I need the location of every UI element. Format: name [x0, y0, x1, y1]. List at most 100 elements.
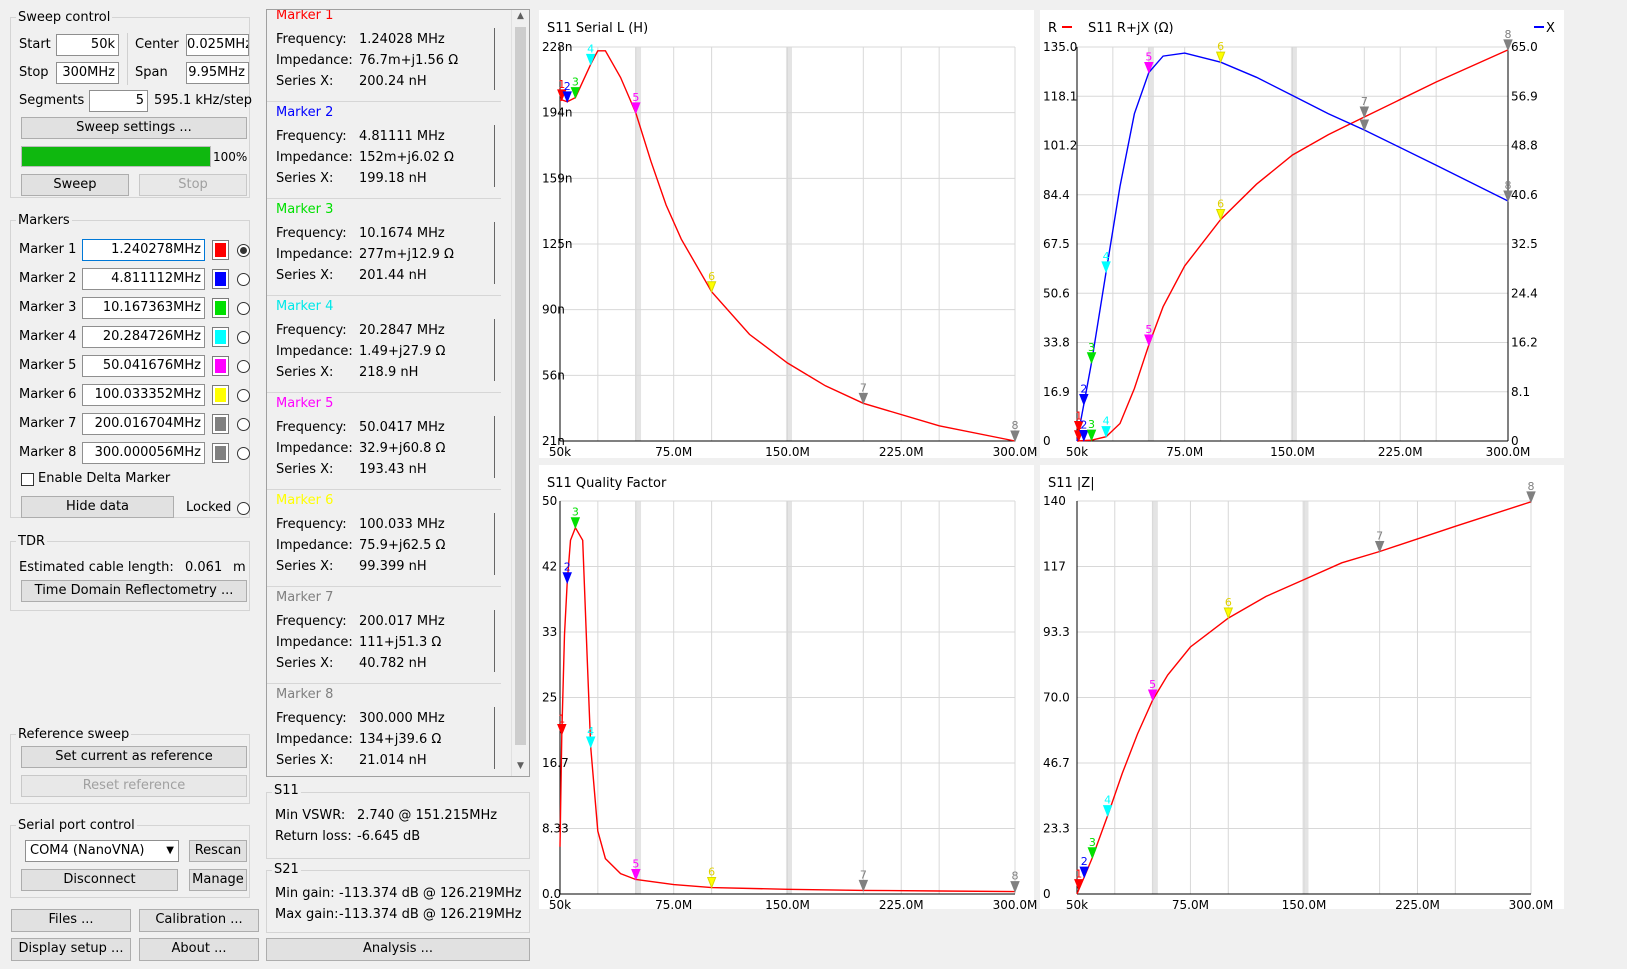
- marker-5-color-button[interactable]: [212, 356, 229, 376]
- chart-2-background: [1040, 10, 1564, 458]
- marker-details-scroll-area[interactable]: Marker 1 Frequency: 1.24028 MHz Impedance: 7…: [266, 9, 530, 777]
- stop-input[interactable]: 300MHz: [56, 62, 119, 84]
- chart-1-title: S11 Serial L (H): [547, 21, 648, 36]
- scrollbar-thumb[interactable]: [515, 27, 526, 745]
- marker-1-color-button[interactable]: [212, 240, 229, 260]
- min-vswr-value: 2.740 @ 151.215MHz: [357, 808, 498, 823]
- rescan-button[interactable]: Rescan: [189, 840, 247, 862]
- marker-7-frequency-input[interactable]: 200.016704MHz: [82, 413, 205, 435]
- marker-4-triangle: [1101, 426, 1111, 438]
- span-input[interactable]: 9.95MHz: [186, 62, 249, 84]
- stop-button[interactable]: Stop: [139, 174, 247, 196]
- marker-7-color-button[interactable]: [212, 414, 229, 434]
- marker-7-label: 7: [860, 381, 867, 394]
- marker-1-active-radio[interactable]: [237, 244, 250, 257]
- marker-8-color-button[interactable]: [212, 443, 229, 463]
- sweep-button[interactable]: Sweep: [21, 174, 129, 196]
- about-button[interactable]: About ...: [139, 938, 259, 961]
- min-vswr-label: Min VSWR:: [275, 808, 346, 823]
- files-button[interactable]: Files ...: [11, 909, 131, 932]
- disconnect-button[interactable]: Disconnect: [21, 869, 178, 891]
- marker-6-label: 6: [708, 866, 715, 879]
- y-tick-label: 23.3: [1043, 822, 1070, 836]
- x-tick-label: 75.0M: [655, 445, 692, 459]
- locked-radio[interactable]: [237, 502, 250, 515]
- y-tick-label-right: 8.1: [1511, 385, 1530, 399]
- sweep-settings-button[interactable]: Sweep settings ...: [21, 117, 247, 139]
- calibration-button[interactable]: Calibration ...: [139, 909, 259, 932]
- marker-3-series-x-value: 201.44 nH: [359, 268, 427, 283]
- marker-8-frequency-input[interactable]: 300.000056MHz: [82, 442, 205, 464]
- marker-5-active-radio[interactable]: [237, 360, 250, 373]
- marker-3-frequency-input[interactable]: 10.167363MHz: [82, 297, 205, 319]
- marker-5-label: Marker 5: [19, 358, 77, 373]
- manage-button[interactable]: Manage: [189, 869, 247, 891]
- chart-4-title: S11 |Z|: [1048, 476, 1095, 491]
- marker-3-label: 3: [572, 506, 579, 519]
- marker-6-label: 6: [1225, 596, 1232, 609]
- marker-2-active-radio[interactable]: [237, 273, 250, 286]
- marker-8-active-radio[interactable]: [237, 447, 250, 460]
- center-input[interactable]: 0.025MHz: [186, 34, 249, 56]
- y-tick-label-right: 65.0: [1511, 40, 1538, 54]
- marker-5-frequency-label: Frequency:: [276, 420, 347, 435]
- marker-6-frequency-input[interactable]: 100.033352MHz: [82, 384, 205, 406]
- marker-6-series-x-value: 99.399 nH: [359, 559, 427, 574]
- marker-8-triangle: [1503, 190, 1513, 203]
- marker-4-series-x-value: 218.9 nH: [359, 365, 419, 380]
- x-tick-label: 150.0M: [765, 445, 810, 459]
- port-select[interactable]: COM4 (NanoVNA) ▼: [25, 840, 179, 862]
- marker-3-color-button[interactable]: [212, 298, 229, 318]
- segments-input[interactable]: 5: [89, 90, 148, 112]
- chart-3-title: S11 Quality Factor: [547, 476, 667, 491]
- scroll-up-icon[interactable]: ▲: [517, 11, 524, 21]
- marker-6-impedance-label: Impedance:: [276, 538, 353, 553]
- marker-1-frequency-input[interactable]: 1.240278MHz: [82, 239, 205, 261]
- stop-label: Stop: [19, 65, 49, 80]
- marker-1-label: 1: [558, 712, 565, 725]
- y-tick-label: 16.9: [1043, 385, 1070, 399]
- hide-data-button[interactable]: Hide data: [21, 496, 174, 518]
- legend-r-label: R: [1048, 21, 1057, 36]
- analysis-button[interactable]: Analysis ...: [266, 938, 530, 961]
- tdr-button[interactable]: Time Domain Reflectometry ...: [21, 580, 247, 602]
- y-tick-label-right: 0: [1511, 434, 1519, 448]
- marker-6-color-button[interactable]: [212, 385, 229, 405]
- marker-6-label: 6: [708, 270, 715, 283]
- marker-4-frequency-input[interactable]: 20.284726MHz: [82, 326, 205, 348]
- marker-2-color-button[interactable]: [212, 269, 229, 289]
- marker-3-label: 3: [572, 76, 579, 89]
- sweep-progress-text: 100%: [213, 150, 248, 164]
- marker-6-active-radio[interactable]: [237, 389, 250, 402]
- reset-reference-button[interactable]: Reset reference: [21, 775, 247, 797]
- marker-5-frequency-input[interactable]: 50.041676MHz: [82, 355, 205, 377]
- delta-marker-label: Enable Delta Marker: [38, 471, 171, 486]
- start-input[interactable]: 50k: [56, 34, 119, 56]
- marker-3-active-radio[interactable]: [237, 302, 250, 315]
- marker-4-color-button[interactable]: [212, 327, 229, 347]
- marker-7-active-radio[interactable]: [237, 418, 250, 431]
- scroll-down-icon[interactable]: ▼: [517, 761, 524, 771]
- marker-4-label: Marker 4: [19, 329, 77, 344]
- marker-2-frequency-input[interactable]: 4.811112MHz: [82, 268, 205, 290]
- marker-4-active-radio[interactable]: [237, 331, 250, 344]
- chevron-down-icon: ▼: [166, 845, 174, 856]
- marker-5-color-swatch: [215, 359, 226, 373]
- x-tick-label: 225.0M: [1378, 445, 1423, 459]
- marker-8-details-divider: [494, 707, 495, 769]
- chart-4: 140 117 93.3 70.0 46.7 23.3 0 50k 75.0M 150.0M 225…: [1040, 465, 1564, 912]
- marker-3-label: Marker 3: [19, 300, 77, 315]
- marker-4-triangle: [585, 53, 596, 66]
- marker-8-label: 8: [1505, 28, 1512, 41]
- marker-8-label: 8: [1528, 480, 1535, 493]
- delta-marker-checkbox[interactable]: [21, 473, 34, 486]
- marker-8-triangle: [1526, 491, 1536, 504]
- details-scrollbar[interactable]: ▲ ▼: [511, 10, 529, 776]
- marker-7-triangle: [1359, 106, 1370, 119]
- set-reference-button[interactable]: Set current as reference: [21, 746, 247, 768]
- display-setup-button[interactable]: Display setup ...: [11, 938, 131, 961]
- marker-7-details-divider: [494, 610, 495, 672]
- marker-8-label: 8: [1012, 870, 1019, 883]
